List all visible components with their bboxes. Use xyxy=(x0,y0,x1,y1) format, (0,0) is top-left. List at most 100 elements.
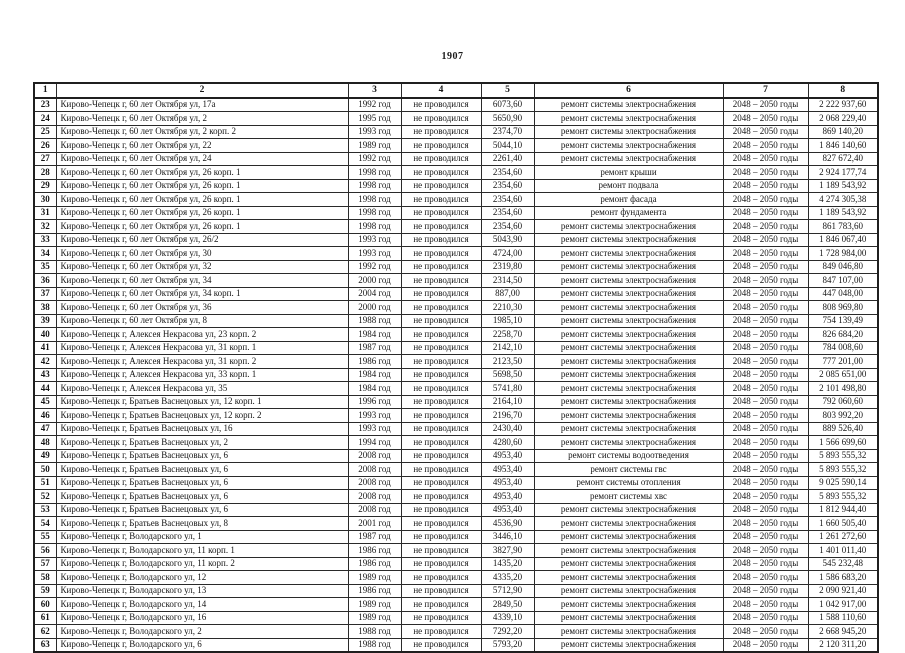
cell-area-value: 887,00 xyxy=(480,286,535,301)
cell-overhaul-status: не проводился xyxy=(400,408,482,423)
table-row: 26 Кирово-Чепецк г, 60 лет Октября ул, 22… xyxy=(33,138,879,153)
cell-address: Кирово-Чепецк г, 60 лет Октября ул, 8 xyxy=(55,313,349,328)
table-row: 59 Кирово-Чепецк г, Володарского ул, 13 19… xyxy=(33,583,879,598)
table-row: 62 Кирово-Чепецк г, Володарского ул, 2 198… xyxy=(33,624,879,639)
cell-repair-type: ремонт системы электроснабжения xyxy=(533,354,724,369)
cell-commissioning-year: 2008 год xyxy=(347,489,402,504)
cell-address: Кирово-Чепецк г, 60 лет Октября ул, 34 xyxy=(55,273,349,288)
cell-commissioning-year: 1993 год xyxy=(347,246,402,261)
cell-cost-value: 1 401 011,40 xyxy=(807,543,879,558)
cell-address: Кирово-Чепецк г, Володарского ул, 14 xyxy=(55,597,349,612)
cell-cost-value: 1 846 140,60 xyxy=(807,138,879,153)
cell-commissioning-year: 1989 год xyxy=(347,610,402,625)
cell-commissioning-year: 1988 год xyxy=(347,313,402,328)
cell-repair-type: ремонт крыши xyxy=(533,165,724,180)
cell-repair-type: ремонт системы электроснабжения xyxy=(533,300,724,315)
cell-planned-period: 2048 – 2050 годы xyxy=(722,556,809,571)
cell-cost-value: 2 101 498,80 xyxy=(807,381,879,396)
column-header-2: 2 xyxy=(55,82,349,99)
cell-address: Кирово-Чепецк г, Братьев Васнецовых ул, … xyxy=(55,421,349,436)
cell-area-value: 4339,10 xyxy=(480,610,535,625)
cell-address: Кирово-Чепецк г, 60 лет Октября ул, 34 к… xyxy=(55,286,349,301)
table-row: 36 Кирово-Чепецк г, 60 лет Октября ул, 34… xyxy=(33,273,879,288)
cell-planned-period: 2048 – 2050 годы xyxy=(722,529,809,544)
cell-address: Кирово-Чепецк г, 60 лет Октября ул, 26/2 xyxy=(55,232,349,247)
cell-cost-value: 869 140,20 xyxy=(807,124,879,139)
cell-overhaul-status: не проводился xyxy=(400,97,482,112)
cell-overhaul-status: не проводился xyxy=(400,300,482,315)
cell-commissioning-year: 1987 год xyxy=(347,340,402,355)
cell-commissioning-year: 1986 год xyxy=(347,354,402,369)
cell-repair-type: ремонт фундамента xyxy=(533,205,724,220)
cell-address: Кирово-Чепецк г, Володарского ул, 2 xyxy=(55,624,349,639)
cell-overhaul-status: не проводился xyxy=(400,205,482,220)
cell-row-number: 60 xyxy=(33,597,57,612)
cell-commissioning-year: 1995 год xyxy=(347,111,402,126)
cell-commissioning-year: 1984 год xyxy=(347,381,402,396)
table-row: 37 Кирово-Чепецк г, 60 лет Октября ул, 34… xyxy=(33,286,879,301)
cell-row-number: 46 xyxy=(33,408,57,423)
cell-commissioning-year: 1993 год xyxy=(347,421,402,436)
cell-area-value: 4536,90 xyxy=(480,516,535,531)
cell-row-number: 58 xyxy=(33,570,57,585)
cell-area-value: 2164,10 xyxy=(480,394,535,409)
cell-address: Кирово-Чепецк г, Братьев Васнецовых ул, … xyxy=(55,448,349,463)
cell-planned-period: 2048 – 2050 годы xyxy=(722,502,809,517)
cell-overhaul-status: не проводился xyxy=(400,516,482,531)
column-header-6: 6 xyxy=(533,82,724,99)
cell-overhaul-status: не проводился xyxy=(400,327,482,342)
table-row: 34 Кирово-Чепецк г, 60 лет Октября ул, 30… xyxy=(33,246,879,261)
table-row: 45 Кирово-Чепецк г, Братьев Васнецовых ул… xyxy=(33,394,879,409)
cell-commissioning-year: 1992 год xyxy=(347,151,402,166)
cell-area-value: 6073,60 xyxy=(480,97,535,112)
cell-commissioning-year: 1986 год xyxy=(347,556,402,571)
cell-cost-value: 2 090 921,40 xyxy=(807,583,879,598)
cell-cost-value: 777 201,00 xyxy=(807,354,879,369)
cell-repair-type: ремонт системы электроснабжения xyxy=(533,556,724,571)
cell-overhaul-status: не проводился xyxy=(400,178,482,193)
cell-planned-period: 2048 – 2050 годы xyxy=(722,597,809,612)
cell-commissioning-year: 1993 год xyxy=(347,124,402,139)
cell-overhaul-status: не проводился xyxy=(400,462,482,477)
cell-planned-period: 2048 – 2050 годы xyxy=(722,151,809,166)
cell-commissioning-year: 2008 год xyxy=(347,462,402,477)
cell-cost-value: 1 566 699,60 xyxy=(807,435,879,450)
cell-commissioning-year: 1989 год xyxy=(347,138,402,153)
cell-cost-value: 847 107,00 xyxy=(807,273,879,288)
cell-address: Кирово-Чепецк г, Алексея Некрасова ул, 3… xyxy=(55,340,349,355)
cell-commissioning-year: 1984 год xyxy=(347,327,402,342)
cell-area-value: 2430,40 xyxy=(480,421,535,436)
table-row: 51 Кирово-Чепецк г, Братьев Васнецовых ул… xyxy=(33,475,879,490)
cell-repair-type: ремонт системы электроснабжения xyxy=(533,124,724,139)
cell-cost-value: 784 008,60 xyxy=(807,340,879,355)
cell-commissioning-year: 1992 год xyxy=(347,259,402,274)
table-row: 60 Кирово-Чепецк г, Володарского ул, 14 19… xyxy=(33,597,879,612)
cell-overhaul-status: не проводился xyxy=(400,151,482,166)
cell-repair-type: ремонт системы электроснабжения xyxy=(533,232,724,247)
cell-repair-type: ремонт системы электроснабжения xyxy=(533,529,724,544)
cell-repair-type: ремонт системы электроснабжения xyxy=(533,219,724,234)
cell-planned-period: 2048 – 2050 годы xyxy=(722,408,809,423)
cell-planned-period: 2048 – 2050 годы xyxy=(722,286,809,301)
cell-area-value: 2142,10 xyxy=(480,340,535,355)
cell-repair-type: ремонт системы электроснабжения xyxy=(533,637,724,653)
table-row: 27 Кирово-Чепецк г, 60 лет Октября ул, 24… xyxy=(33,151,879,166)
cell-overhaul-status: не проводился xyxy=(400,502,482,517)
cell-row-number: 50 xyxy=(33,462,57,477)
cell-cost-value: 808 969,80 xyxy=(807,300,879,315)
cell-address: Кирово-Чепецк г, 60 лет Октября ул, 26 к… xyxy=(55,192,349,207)
cell-overhaul-status: не проводился xyxy=(400,340,482,355)
cell-overhaul-status: не проводился xyxy=(400,367,482,382)
cell-area-value: 2354,60 xyxy=(480,205,535,220)
cell-row-number: 36 xyxy=(33,273,57,288)
cell-address: Кирово-Чепецк г, Алексея Некрасова ул, 3… xyxy=(55,381,349,396)
table-row: 41 Кирово-Чепецк г, Алексея Некрасова ул,… xyxy=(33,340,879,355)
cell-row-number: 61 xyxy=(33,610,57,625)
cell-planned-period: 2048 – 2050 годы xyxy=(722,327,809,342)
cell-address: Кирово-Чепецк г, Братьев Васнецовых ул, … xyxy=(55,516,349,531)
cell-area-value: 4953,40 xyxy=(480,475,535,490)
cell-overhaul-status: не проводился xyxy=(400,475,482,490)
cell-area-value: 4335,20 xyxy=(480,570,535,585)
cell-planned-period: 2048 – 2050 годы xyxy=(722,246,809,261)
